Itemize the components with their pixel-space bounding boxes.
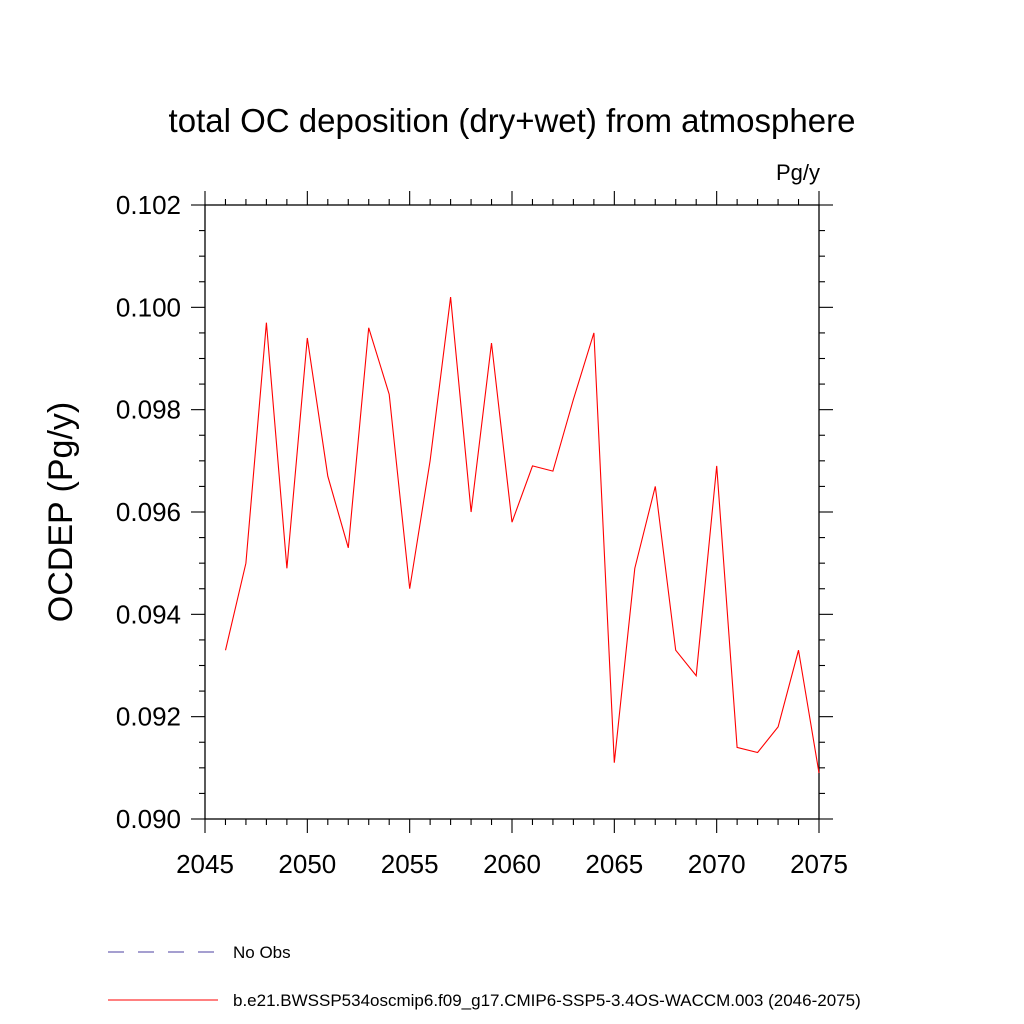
data-point	[347, 547, 349, 549]
data-point	[408, 588, 410, 590]
y-tick-label: 0.094	[116, 599, 181, 629]
x-tick-label: 2070	[688, 849, 746, 879]
data-point	[797, 649, 799, 651]
x-tick-label: 2060	[483, 849, 541, 879]
data-point	[654, 485, 656, 487]
data-point	[715, 465, 717, 467]
data-point	[429, 460, 431, 462]
data-point	[470, 511, 472, 513]
data-point	[286, 567, 288, 569]
legend: No Obs b.e21.BWSSP534oscmip6.f09_g17.CMIP…	[108, 943, 861, 1010]
data-point	[613, 762, 615, 764]
data-point	[306, 337, 308, 339]
data-point	[224, 649, 226, 651]
data-point	[695, 675, 697, 677]
series-line	[224, 297, 820, 774]
y-tick-label: 0.098	[116, 395, 181, 425]
x-tick-label: 2055	[381, 849, 439, 879]
y-tick-label: 0.092	[116, 702, 181, 732]
legend-label: No Obs	[233, 943, 291, 962]
y-axis-label: OCDEP (Pg/y)	[42, 402, 80, 622]
data-point	[593, 332, 595, 334]
legend-label: b.e21.BWSSP534oscmip6.f09_g17.CMIP6-SSP5…	[233, 991, 861, 1010]
data-point	[388, 393, 390, 395]
chart-title: total OC deposition (dry+wet) from atmos…	[169, 102, 856, 139]
plot-frame	[204, 204, 820, 820]
x-tick-label: 2065	[585, 849, 643, 879]
data-point	[245, 562, 247, 564]
data-point	[511, 521, 513, 523]
y-tick-label: 0.102	[116, 190, 181, 220]
data-point	[368, 327, 370, 329]
data-point	[675, 649, 677, 651]
data-point	[634, 567, 636, 569]
x-tick-label: 2050	[278, 849, 336, 879]
units-label: Pg/y	[776, 160, 820, 185]
data-point	[449, 296, 451, 298]
tick-labels: 2045 2050 2055 2060 2065 2070 2075 0.090 0.092 0.…	[116, 190, 848, 879]
y-tick-label: 0.090	[116, 804, 181, 834]
y-tick-label: 0.096	[116, 497, 181, 527]
data-point	[265, 321, 267, 323]
data-point	[756, 751, 758, 753]
x-tick-label: 2075	[790, 849, 848, 879]
y-tick-label: 0.100	[116, 292, 181, 322]
data-point	[490, 342, 492, 344]
data-point	[777, 726, 779, 728]
data-point	[552, 470, 554, 472]
x-tick-label: 2045	[176, 849, 234, 879]
data-point	[572, 398, 574, 400]
axis-ticks	[191, 191, 833, 833]
data-series	[224, 296, 820, 774]
data-point	[327, 475, 329, 477]
data-point	[736, 746, 738, 748]
data-point	[531, 465, 533, 467]
data-point	[818, 772, 820, 774]
